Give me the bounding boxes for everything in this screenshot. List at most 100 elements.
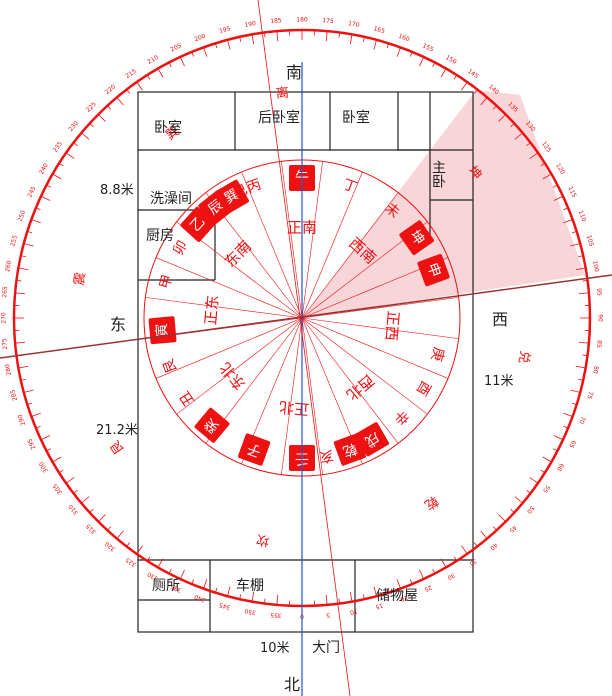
axis-tilted [257, 0, 351, 696]
degree-number: 305 [52, 482, 64, 496]
degree-tick [81, 132, 90, 140]
degree-tick [31, 219, 41, 224]
degree-number: 160 [397, 33, 410, 44]
degree-number: 320 [104, 540, 117, 553]
degree-number: 205 [169, 42, 183, 53]
trigram-label: 坎 [255, 531, 270, 548]
degree-tick [157, 558, 164, 568]
degree-number: 15 [374, 601, 383, 610]
degree-tick [276, 594, 279, 605]
degree-tick [575, 267, 586, 271]
degree-tick [264, 32, 266, 38]
degree-tick [46, 184, 52, 188]
inner-direction-label: 东北 [216, 359, 249, 394]
degree-tick [432, 568, 436, 574]
ring-label: 巽 [222, 186, 242, 207]
degree-tick [396, 47, 401, 57]
inner-direction-label: 正西 [382, 310, 403, 341]
degree-number: 245 [26, 185, 37, 199]
sector-divider [301, 317, 459, 339]
degree-tick [251, 591, 255, 602]
degree-number: 90 [597, 314, 604, 322]
degree-number: 115 [566, 185, 577, 199]
degree-tick [58, 162, 64, 167]
degree-tick [553, 195, 564, 201]
degree-tick [540, 162, 546, 167]
ring-highlight [238, 433, 271, 466]
sector-divider [155, 257, 303, 319]
degree-tick [31, 412, 41, 417]
degree-tick [571, 231, 577, 234]
degree-tick [46, 448, 52, 452]
sector-divider [281, 317, 303, 475]
degree-number: 300 [38, 460, 50, 474]
degree-number: 230 [67, 120, 80, 133]
degree-tick [18, 267, 29, 271]
degree-tick [126, 89, 131, 94]
degree-tick [553, 435, 564, 441]
degree-number: 50 [525, 504, 535, 514]
degree-tick [570, 389, 581, 393]
degree-tick [146, 556, 151, 562]
degree-tick [386, 43, 389, 49]
ring-highlight [399, 220, 435, 256]
degree-tick [20, 378, 26, 381]
degree-tick [227, 586, 231, 597]
degree-number: 40 [488, 541, 498, 551]
ring-label: 卯 [170, 238, 191, 258]
degree-tick [338, 598, 340, 604]
degree-tick [526, 142, 531, 147]
degree-tick [98, 114, 106, 122]
sector-divider [301, 161, 323, 319]
room-bedroom-back: 后卧室 [258, 109, 300, 126]
sector-dividers [145, 161, 459, 475]
degree-number: 220 [104, 83, 117, 96]
label-west: 西 [492, 310, 508, 329]
inner-direction-label: 正北 [278, 398, 309, 419]
main-door: 大门 [312, 640, 340, 656]
degree-tick [168, 62, 172, 68]
trigram-label: 兑 [515, 349, 532, 364]
ring-label: 甲 [157, 273, 176, 291]
dim-right-11m: 11米 [484, 374, 514, 389]
degree-tick [480, 530, 488, 539]
degree-tick [440, 558, 447, 568]
dim-left-21m: 21.2米 [96, 423, 138, 438]
degree-tick [510, 508, 515, 513]
axis-east-west [0, 274, 612, 359]
degree-tick [578, 255, 584, 258]
degree-number: 45 [507, 524, 517, 534]
degree-tick [65, 152, 75, 159]
sector-divider [301, 221, 428, 319]
ring-label: 寅 [153, 323, 171, 338]
degree-tick [20, 255, 26, 258]
degree-tick [27, 231, 33, 234]
degree-tick [461, 545, 468, 555]
degree-tick [570, 243, 581, 247]
degree-tick [514, 132, 523, 140]
degree-tick [179, 569, 185, 580]
degree-tick [498, 514, 506, 522]
degree-number: 325 [124, 556, 138, 568]
degree-tick [563, 425, 569, 429]
ring-highlight [194, 407, 230, 443]
sector-divider [145, 297, 303, 319]
degree-tick [396, 579, 401, 589]
degree-number: 10 [349, 607, 358, 615]
degree-number: 85 [595, 340, 603, 348]
degree-tick [35, 207, 41, 211]
sector-divider [241, 171, 303, 319]
degree-tick [498, 114, 506, 122]
degree-number: 30 [446, 571, 456, 581]
degree-tick [325, 594, 328, 605]
degree-number: 250 [17, 209, 28, 222]
floor-plan [137, 91, 474, 633]
degree-tick [432, 62, 436, 68]
sector-divider [301, 317, 399, 444]
inner-direction-label: 正东 [202, 294, 223, 325]
degree-tick [529, 152, 539, 159]
room-toilet: 厕所 [152, 578, 180, 594]
degree-number: 350 [244, 607, 257, 616]
degree-tick [40, 435, 51, 441]
degree-tick [492, 105, 497, 110]
